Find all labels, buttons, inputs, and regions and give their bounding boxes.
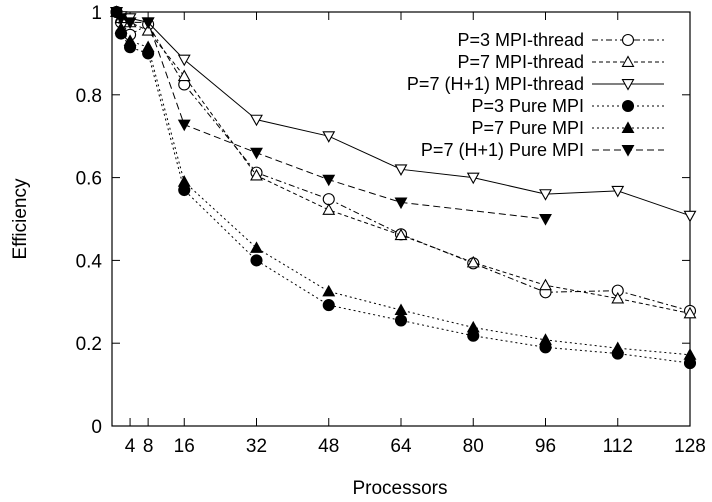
- data-point-filled-circle: [394, 314, 408, 327]
- plot-frame: [111, 11, 691, 427]
- y-tick-label: 0.8: [76, 86, 102, 107]
- data-point-filled-triangle-up: [394, 303, 408, 316]
- data-point-filled-triangle-down: [394, 197, 408, 210]
- x-tick-label: 64: [390, 436, 412, 457]
- x-tick-label: 16: [174, 436, 195, 457]
- legend-label: P=7 Pure MPI: [471, 118, 584, 138]
- series-5: [110, 7, 552, 226]
- series-line: [116, 11, 691, 217]
- data-point-open-triangle-down: [250, 114, 263, 127]
- data-point-filled-triangle-down: [322, 174, 336, 187]
- series-4: [110, 5, 697, 360]
- data-point-open-triangle-up: [250, 168, 263, 181]
- data-point-filled-triangle-up: [141, 40, 155, 53]
- data-point-filled-triangle-down: [123, 17, 137, 29]
- x-tick-labels: 4 8 16 32 48 64 80 96 112 128: [125, 436, 706, 457]
- data-point-open-triangle-down: [611, 185, 625, 198]
- x-tick-label: 112: [603, 436, 633, 457]
- data-point-filled-triangle-up: [621, 121, 635, 133]
- legend-label: P=7 MPI-thread: [457, 52, 584, 72]
- x-tick-label: 80: [463, 436, 484, 457]
- y-tick-label: 0.6: [76, 169, 102, 190]
- data-point-filled-triangle-down: [141, 17, 155, 29]
- series-1: [110, 5, 697, 319]
- legend-entry: P=7 Pure MPI: [471, 118, 664, 138]
- data-point-filled-triangle-up: [466, 320, 480, 333]
- series-line: [116, 11, 691, 314]
- x-tick-label: 96: [535, 436, 556, 457]
- legend-label: P=7 (H+1) MPI-thread: [407, 74, 584, 94]
- data-point-open-triangle-down: [394, 164, 408, 176]
- y-tick-labels: 0 0.2 0.4 0.6 0.8 1: [76, 3, 103, 438]
- y-tick-label: 0.4: [76, 251, 103, 272]
- y-tick-label: 0.2: [76, 334, 102, 355]
- data-point-filled-triangle-down: [539, 214, 552, 226]
- data-point-filled-triangle-up: [250, 241, 263, 253]
- data-point-open-triangle-up: [141, 23, 155, 36]
- data-point-open-triangle-up: [539, 278, 552, 291]
- legend-label: P=7 (H+1) Pure MPI: [421, 140, 584, 160]
- legend-entry: P=3 MPI-thread: [457, 30, 664, 50]
- series-0: [110, 5, 697, 317]
- data-point-open-triangle-up: [466, 255, 480, 268]
- data-point-open-triangle-down: [683, 210, 697, 223]
- data-point-open-triangle-up: [611, 291, 625, 304]
- series-layer: [110, 5, 697, 370]
- data-point-filled-triangle-down: [114, 13, 128, 25]
- data-point-open-circle: [621, 33, 635, 47]
- data-point-filled-circle: [621, 99, 635, 113]
- data-point-filled-triangle-down: [177, 119, 191, 132]
- data-point-open-triangle-up: [394, 228, 408, 241]
- data-point-filled-triangle-up: [123, 34, 137, 46]
- legend-entry: P=7 (H+1) Pure MPI: [421, 140, 664, 160]
- x-tick-label: 48: [318, 436, 339, 457]
- x-tick-label: 128: [674, 436, 706, 457]
- y-tick-label: 1: [91, 3, 102, 24]
- data-point-filled-triangle-down: [110, 7, 123, 19]
- x-tick-label: 8: [143, 436, 154, 457]
- data-point-open-triangle-down: [322, 131, 336, 143]
- y-tick-label: 0: [91, 417, 102, 438]
- legend-entry: P=7 MPI-thread: [457, 52, 664, 72]
- series-line: [116, 11, 691, 356]
- legend-label: P=3 Pure MPI: [471, 96, 584, 116]
- data-point-open-triangle-up: [621, 55, 635, 67]
- data-point-filled-circle: [250, 254, 263, 267]
- data-point-filled-triangle-up: [114, 21, 128, 34]
- x-tick-label: 32: [246, 436, 267, 457]
- data-point-filled-triangle-up: [683, 348, 697, 360]
- data-point-open-triangle-down: [466, 172, 480, 185]
- data-point-open-triangle-down: [177, 54, 191, 67]
- x-tick-label: 4: [125, 436, 136, 457]
- data-point-open-circle: [322, 193, 335, 206]
- series-line: [116, 11, 691, 312]
- data-point-filled-triangle-up: [539, 333, 552, 345]
- legend-entry: P=7 (H+1) MPI-thread: [407, 74, 664, 94]
- data-point-filled-triangle-up: [322, 284, 336, 297]
- data-point-filled-triangle-down: [250, 147, 263, 160]
- data-point-filled-triangle-up: [177, 175, 191, 187]
- data-point-open-triangle-down: [539, 189, 552, 201]
- legend-label: P=3 MPI-thread: [457, 30, 584, 50]
- x-axis-label: Processors: [352, 478, 447, 499]
- data-point-filled-triangle-down: [621, 145, 635, 157]
- y-axis-label: Efficiency: [10, 178, 31, 259]
- data-point-open-triangle-up: [322, 203, 336, 215]
- tick-marks: [112, 11, 691, 427]
- data-point-open-triangle-up: [683, 306, 697, 319]
- data-point-filled-circle: [322, 299, 335, 312]
- data-point-filled-triangle-up: [611, 341, 625, 354]
- legend-entry: P=3 Pure MPI: [471, 96, 664, 116]
- data-point-open-triangle-down: [621, 79, 635, 91]
- data-point-open-triangle-up: [177, 69, 191, 82]
